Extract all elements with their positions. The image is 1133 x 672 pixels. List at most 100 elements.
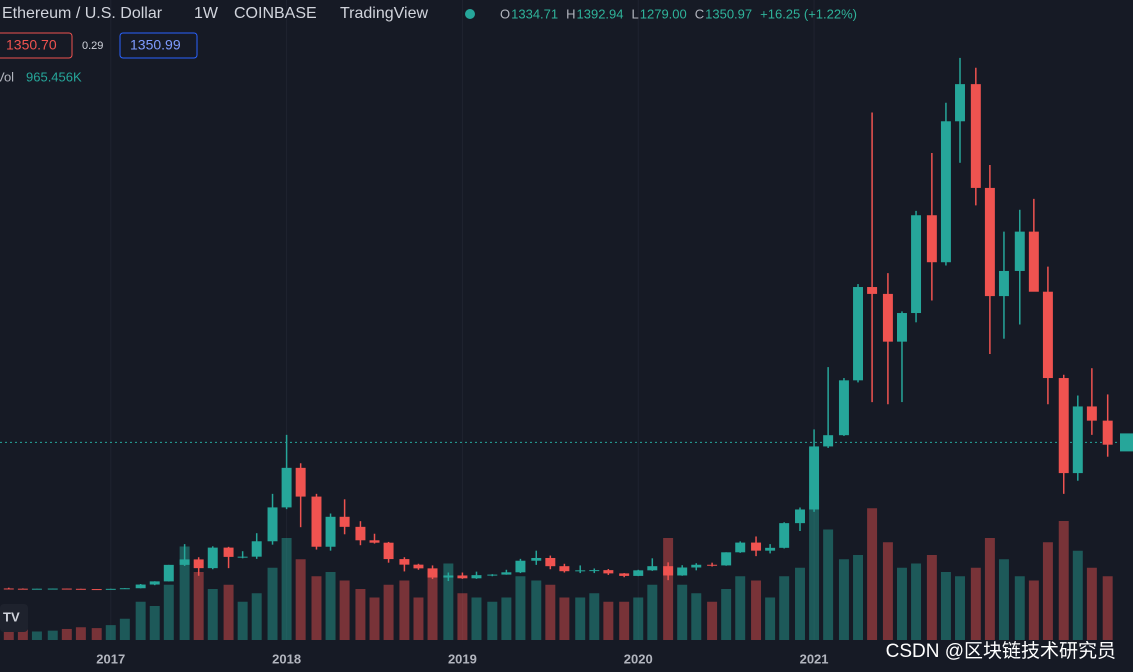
candle-body	[47, 588, 58, 590]
candle-body	[105, 588, 116, 590]
candle-body	[1102, 420, 1113, 445]
candle-body	[896, 313, 907, 342]
volume-bar	[721, 589, 732, 640]
legend-key: L	[632, 6, 639, 21]
candle-body	[149, 581, 160, 585]
interval: 1W	[194, 5, 219, 22]
candle-body	[545, 557, 556, 567]
candle-body	[61, 588, 72, 590]
candle-body	[735, 542, 746, 553]
ask-box[interactable]	[119, 32, 198, 59]
bid-box[interactable]	[0, 32, 73, 59]
volume-bar	[223, 584, 234, 640]
last-price-marker	[1120, 433, 1133, 452]
candle-body	[369, 540, 380, 543]
candle-body	[751, 542, 762, 551]
candle-body	[707, 564, 718, 566]
candle-body	[1072, 406, 1083, 474]
candle-body	[795, 509, 805, 524]
exchange: COINBASE	[234, 5, 317, 22]
volume-bar	[663, 538, 674, 640]
candle-body	[267, 507, 278, 542]
bid[interactable]: 1350.70	[6, 37, 57, 53]
candle-body	[575, 570, 586, 572]
volume-bar	[487, 601, 498, 640]
legend-key: H	[566, 6, 575, 21]
volume-bar	[207, 589, 218, 640]
candle-body	[399, 559, 410, 565]
volume-bar	[619, 601, 630, 640]
volume-bar	[911, 563, 922, 640]
candle-body	[223, 547, 234, 557]
candle-body	[207, 547, 218, 569]
candle-body	[471, 575, 482, 579]
volume-bar	[970, 567, 981, 640]
volume-label: Vol	[0, 69, 14, 84]
volume-bar	[515, 576, 526, 640]
volume-bar	[603, 601, 614, 640]
volume-bar	[251, 593, 262, 640]
candle-body	[677, 567, 688, 576]
candle-body	[633, 570, 644, 576]
legend-value: 1334.71	[511, 6, 558, 21]
volume-bar	[1102, 576, 1113, 640]
candle-body	[355, 526, 366, 541]
logo-mark[interactable]: TV	[3, 609, 20, 624]
volume-pane	[3, 495, 1113, 640]
candle-body	[853, 287, 864, 381]
candle-body	[1058, 378, 1069, 474]
candle-body	[17, 588, 28, 590]
volume-bar	[1014, 576, 1025, 640]
volume-bar	[765, 597, 776, 640]
candle-body	[339, 516, 350, 527]
candle-body	[295, 467, 306, 497]
volume-bar	[1058, 521, 1069, 640]
candle-body	[940, 121, 951, 263]
volume-bar	[691, 593, 702, 640]
x-tick-label: 2021	[800, 651, 829, 666]
volume-bar	[633, 597, 644, 640]
volume-bar	[751, 580, 762, 640]
volume-bar	[383, 584, 394, 640]
candle-body	[809, 446, 820, 510]
candle-body	[457, 575, 468, 579]
candle-body	[1086, 406, 1097, 421]
volume-bar	[149, 606, 160, 640]
volume-bar	[369, 597, 380, 640]
candle-body	[619, 573, 630, 576]
volume-bar	[471, 597, 482, 640]
volume-bar	[575, 597, 586, 640]
candle-body	[325, 516, 336, 547]
volume-bar	[413, 597, 424, 640]
volume-bar	[1028, 580, 1039, 640]
candle-body	[119, 588, 130, 590]
volume-bar	[545, 584, 556, 640]
status-dot	[465, 9, 475, 19]
volume-bar	[853, 555, 864, 640]
volume-bar	[61, 628, 72, 640]
legend-key: O	[500, 6, 510, 21]
candle-body	[487, 574, 498, 576]
volume-bar	[1042, 542, 1053, 640]
candle-body	[998, 270, 1009, 297]
candle-body	[237, 556, 248, 558]
candle-body	[413, 564, 424, 569]
candle-body	[501, 572, 512, 575]
volume-bar	[1072, 550, 1083, 640]
volume-bar	[955, 576, 965, 640]
legend-value: 1392.94	[577, 6, 624, 21]
candle-body	[691, 564, 702, 568]
grid	[0, 0, 1133, 640]
logo[interactable]	[0, 604, 28, 632]
candle-body	[867, 287, 878, 294]
volume-bar	[31, 631, 42, 640]
volume-bar	[237, 601, 248, 640]
volume-bar	[501, 597, 512, 640]
volume-bar	[443, 563, 454, 640]
ask[interactable]: 1350.99	[130, 37, 181, 53]
candles	[3, 57, 1113, 591]
volume-bar	[823, 529, 834, 640]
candle-body	[589, 570, 600, 572]
volume-bar	[457, 593, 468, 640]
